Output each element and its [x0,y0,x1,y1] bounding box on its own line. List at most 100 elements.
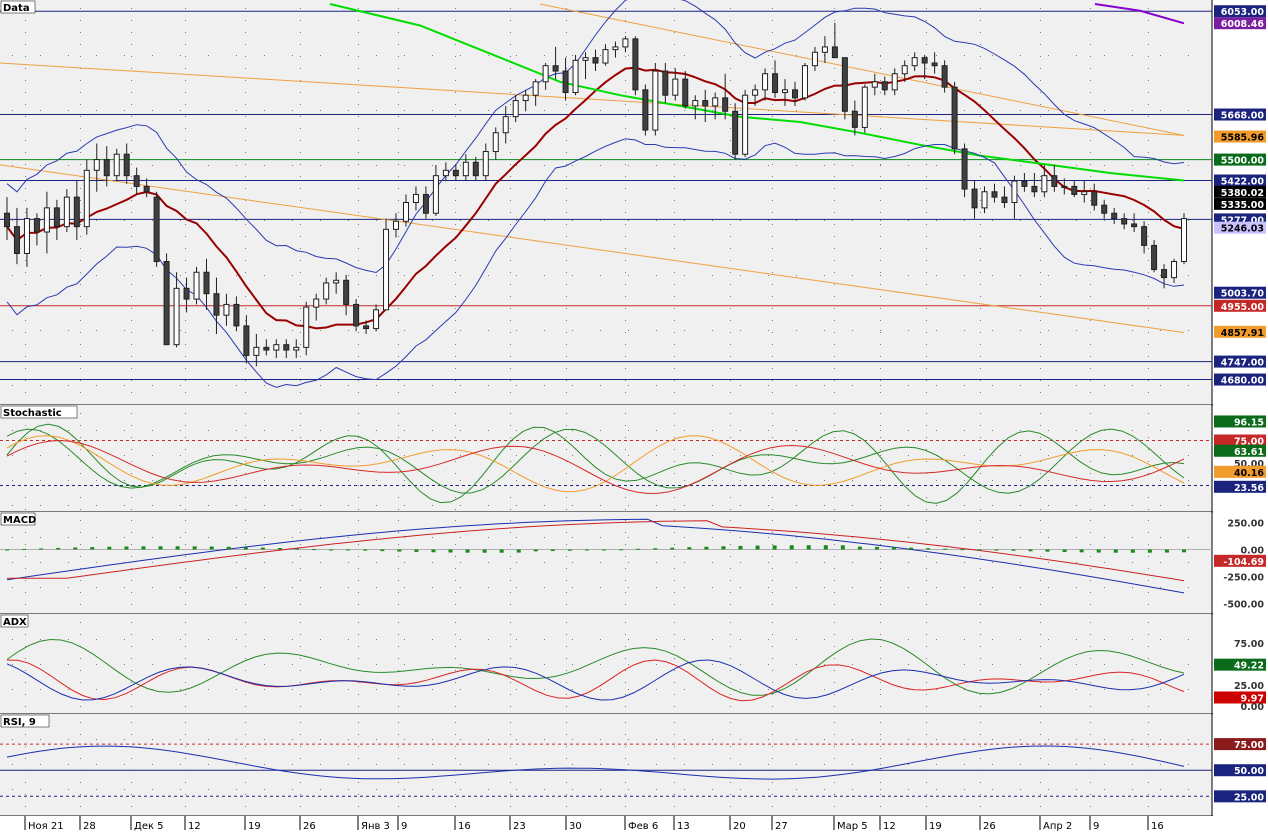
grid-dot [131,368,132,369]
grid-dot [510,413,511,414]
candle-body [363,325,370,330]
grid-dot [300,580,301,581]
time-label: Апр 2 [1043,821,1072,832]
grid-dot [625,296,626,297]
grid-dot [740,220,741,221]
grid-dot [880,8,881,9]
grid-dot [772,56,773,57]
grid-dot [516,739,517,740]
grid-dot [1020,430,1021,431]
grid-dot [96,739,97,740]
grid-dot [455,392,456,393]
grid-dot [772,556,773,557]
grid-dot [40,455,41,456]
grid-dot [566,296,567,297]
grid-dot [992,789,993,790]
candle-body [532,81,539,96]
grid-dot [404,110,405,111]
grid-dot [348,330,349,331]
grid-dot [625,413,626,414]
grid-dot [772,544,773,545]
grid-dot [12,562,13,563]
grid-dot [358,344,359,345]
grid-dot [25,461,26,462]
grid-dot [358,380,359,381]
grid-dot [1090,380,1091,381]
grid-dot [980,8,981,9]
grid-dot [245,68,246,69]
grid-dot [25,188,26,189]
grid-dot [684,220,685,221]
grid-dot [1076,110,1077,111]
grid-dot [566,544,567,545]
grid-dot [926,284,927,285]
grid-dot [625,236,626,237]
price-label-box [1214,658,1266,671]
grid-dot [740,764,741,765]
grid-dot [980,248,981,249]
grid-dot [358,224,359,225]
grid-dot [730,116,731,117]
grid-dot [1148,248,1149,249]
grid-dot [628,110,629,111]
grid-dot [1090,368,1091,369]
macd-histogram-bar [738,545,743,550]
time-label: Фев 6 [628,821,658,832]
grid-dot [208,480,209,481]
grid-dot [455,332,456,333]
grid-dot [980,140,981,141]
grid-dot [40,664,41,665]
grid-dot [131,706,132,707]
candle-body [941,65,948,88]
grid-dot [510,248,511,249]
candle-body [143,185,150,193]
grid-dot [625,104,626,105]
grid-dot [1040,682,1041,683]
grid-dot [1148,670,1149,671]
grid-dot [674,344,675,345]
grid-dot [730,485,731,486]
grid-dot [824,664,825,665]
grid-dot [358,212,359,213]
grid-dot [516,330,517,331]
macd-histogram-bar [1130,549,1135,553]
grid-dot [510,437,511,438]
grid-dot [566,356,567,357]
grid-dot [1090,509,1091,510]
grid-dot [185,580,186,581]
grid-dot [600,505,601,506]
grid-dot [908,562,909,563]
grid-dot [185,20,186,21]
grid-dot [1148,44,1149,45]
grid-dot [12,330,13,331]
ma-top-line [1094,3,1185,25]
grid-dot [292,480,293,481]
price-label: 4955.00 [1221,302,1265,313]
grid-dot [404,664,405,665]
grid-dot [25,128,26,129]
grid-dot [600,537,601,538]
grid-dot [625,782,626,783]
grid-dot [1090,80,1091,81]
grid-dot [566,56,567,57]
grid-dot [292,689,293,690]
candle-body [303,306,310,348]
grid-dot [1132,275,1133,276]
grid-dot [1104,505,1105,506]
grid-dot [131,56,132,57]
grid-dot [992,55,993,56]
candle-body [1041,175,1048,193]
grid-dot [772,368,773,369]
grid-dot [625,92,626,93]
price-label: 6008.46 [1221,19,1265,30]
grid-dot [25,272,26,273]
grid-dot [772,580,773,581]
grid-dot [208,639,209,640]
grid-dot [926,164,927,165]
grid-dot [96,430,97,431]
grid-dot [566,449,567,450]
grid-dot [964,55,965,56]
grid-dot [926,758,927,759]
grid-dot [1090,128,1091,129]
